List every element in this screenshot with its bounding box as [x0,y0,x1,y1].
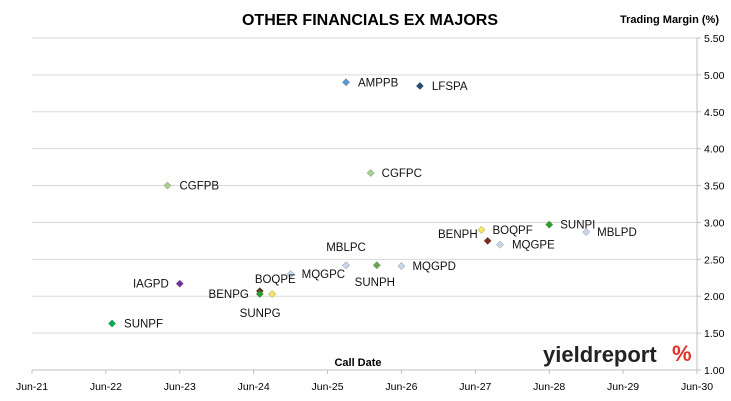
y-tick-label: 1.00 [704,365,725,377]
x-tick-label: Jun-27 [459,381,491,393]
x-tick-label: Jun-21 [16,381,48,393]
chart-title: OTHER FINANCIALS EX MAJORS [242,12,498,29]
data-point-mqgpe [495,240,504,249]
data-label-amppb: AMPPB [358,77,399,89]
data-label-mblpd: MBLPD [597,227,637,239]
x-tick-label: Jun-25 [312,381,344,393]
x-tick-label: Jun-24 [238,381,270,393]
data-point-sunph [372,261,381,270]
data-point-mblpd [582,228,591,237]
data-point-sunpf [108,319,117,328]
data-point-mqgpc [286,270,295,279]
x-tick-label: Jun-28 [533,381,565,393]
axes [31,37,701,374]
data-label-sunpg: SUNPG [240,308,281,320]
data-point-mqgpd [397,261,406,270]
data-point-iagpd [175,279,184,288]
data-label-cgfpb: CGFPB [179,181,219,193]
y-tick-label: 3.50 [704,181,725,193]
x-axis-label: Call Date [334,357,381,369]
data-label-lfspa: LFSPA [432,81,468,93]
yieldreport-logo: yieldreport % [543,341,692,367]
logo-percent-symbol: % [672,341,692,366]
logo-text: yieldreport [543,342,657,367]
y-tick-label: 3.00 [704,217,725,229]
data-point-mblpc [342,261,351,270]
y-axis-label: Trading Margin (%) [620,14,719,26]
y-tick-label: 4.00 [704,144,725,156]
y-tick-labels: 1.00 1.50 2.00 2.50 3.00 3.50 4.00 4.50 5.00 5.50 [704,33,725,377]
x-tick-label: Jun-30 [681,381,713,393]
x-tick-label: Jun-26 [385,381,417,393]
data-point-benpg [255,289,264,299]
x-tick-label: Jun-29 [607,381,639,393]
data-point-cgfpb [163,181,172,190]
data-point-sunpg [268,289,277,299]
data-label-mqgpc: MQGPC [302,269,345,281]
data-label-sunpi: SUNPI [560,220,595,232]
y-tick-label: 5.00 [704,70,725,82]
y-tick-label: 5.50 [704,33,725,45]
gridlines [32,37,697,371]
y-tick-label: 2.50 [704,254,725,266]
data-label-mqgpd: MQGPD [412,261,455,273]
data-label-boqpf: BOQPF [492,225,532,237]
data-point-amppb [342,78,351,87]
data-label-sunph: SUNPH [355,277,395,289]
data-label-iagpd: IAGPD [133,279,169,291]
data-point-benph [483,236,492,245]
x-tick-labels: Jun-21 Jun-22 Jun-23 Jun-24 Jun-25 Jun-26 Jun-… [16,381,713,393]
y-tick-label: 4.50 [704,107,725,119]
data-label-sunpf: SUNPF [124,319,163,331]
data-label-cgfpc: CGFPC [382,168,422,180]
data-points: AMPPB LFSPA CGFPC CGFPB SUNPI BOQPF MBLPD BENPH… [108,77,637,331]
data-point-cgfpc [366,168,375,178]
data-label-mqgpe: MQGPE [512,240,555,252]
y-tick-label: 1.50 [704,328,725,340]
x-tick-label: Jun-22 [90,381,122,393]
data-point-boqpf [477,225,486,234]
data-label-benpg: BENPG [209,289,249,301]
data-label-mblpc: MBLPC [326,242,366,254]
data-point-lfspa [415,81,424,90]
data-point-sunpi [545,220,554,229]
x-tick-label: Jun-23 [164,381,196,393]
data-label-benph: BENPH [438,229,478,241]
y-tick-label: 2.00 [704,291,725,303]
data-label-boqpe: BOQPE [255,274,296,286]
